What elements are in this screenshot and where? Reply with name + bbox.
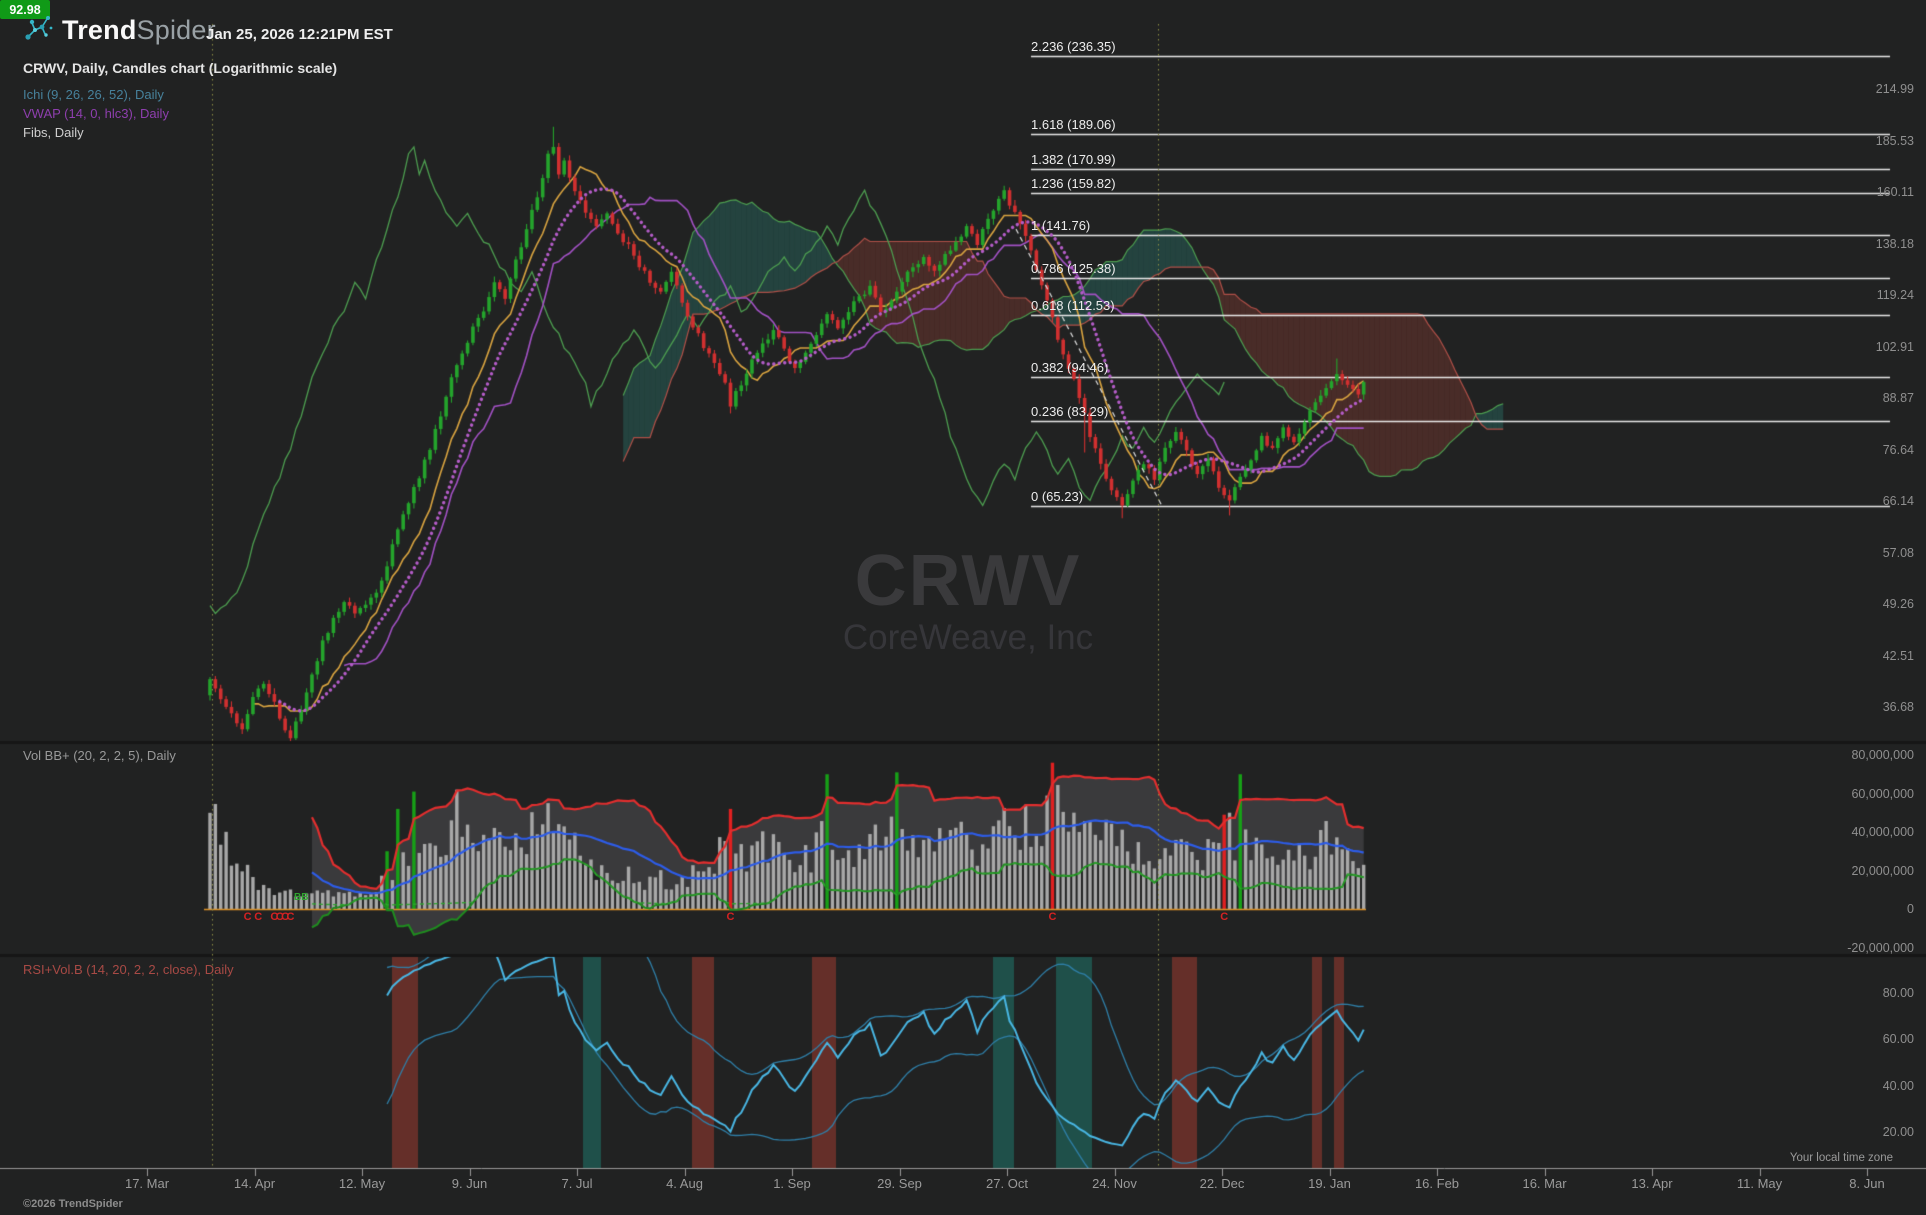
price-axis-label: 42.51 [1882, 648, 1914, 663]
time-axis-label: 16. Mar [1522, 1176, 1567, 1191]
time-axis-label: 19. Jan [1308, 1176, 1351, 1191]
bollinger-breakout-marker: BB [293, 892, 309, 903]
fib-level-label: 0.786 (125.38) [1031, 260, 1116, 276]
indicator-label-fibs[interactable]: Fibs, Daily [23, 125, 84, 140]
price-axis-label: 36.68 [1882, 700, 1914, 715]
price-axis-label: 119.24 [1876, 288, 1914, 303]
time-axis-label: 17. Mar [124, 1176, 170, 1191]
candle-pattern-marker: C [1048, 911, 1057, 923]
fib-level-label: 1 (141.76) [1031, 217, 1091, 233]
time-axis-label: 9. Jun [451, 1176, 488, 1191]
price-axis-label: 138.18 [1875, 236, 1914, 251]
candle-pattern-marker: C [270, 911, 279, 923]
copyright-text: ©2026 TrendSpider [23, 1198, 123, 1210]
fib-level-label: 0.236 (83.29) [1031, 403, 1109, 419]
trendspider-logo[interactable]: TrendSpider [24, 14, 216, 46]
fib-level-label: 1.618 (189.06) [1031, 116, 1116, 132]
candle-pattern-marker: C [243, 911, 252, 923]
candle-pattern-marker: C [281, 911, 290, 923]
volume-axis-label: 60,000,000 [1851, 786, 1914, 801]
price-axis-label: 185.53 [1875, 133, 1914, 148]
logo-trend-text: Trend [62, 14, 137, 45]
indicator-label-vwap[interactable]: VWAP (14, 0, hlc3), Daily [23, 106, 169, 121]
logo-spider-text: Spider [136, 14, 216, 45]
time-axis-label: 4. Aug [666, 1176, 703, 1191]
candle-pattern-marker: C [254, 911, 263, 923]
time-axis-label: 22. Dec [1199, 1176, 1245, 1191]
fib-level-label: 1.236 (159.82) [1031, 175, 1116, 191]
price-axis-label: 102.91 [1875, 339, 1914, 354]
rsi-axis-label: 40.00 [1882, 1078, 1914, 1093]
time-axis-label: 13. Apr [1631, 1176, 1673, 1191]
time-axis-label: 24. Nov [1092, 1176, 1137, 1191]
time-axis-label: 12. May [338, 1176, 386, 1191]
time-axis-label: 29. Sep [877, 1176, 922, 1191]
volume-axis-label: 0 [1907, 902, 1914, 916]
time-axis-label: 27. Oct [986, 1176, 1028, 1191]
candle-pattern-marker: C [726, 911, 735, 923]
price-axis-label: 49.26 [1882, 597, 1914, 612]
volume-axis-label: 40,000,000 [1851, 825, 1914, 839]
indicator-label-ichimoku[interactable]: Ichi (9, 26, 26, 52), Daily [23, 87, 164, 102]
fib-level-label: 0.382 (94.46) [1031, 359, 1109, 375]
time-axis-label: 14. Apr [233, 1176, 276, 1191]
time-axis-label: 11. May [1736, 1176, 1783, 1191]
chart-title: CRWV, Daily, Candles chart (Logarithmic … [23, 60, 338, 76]
volume-axis-label: 80,000,000 [1851, 748, 1914, 762]
price-axis-label: 88.87 [1882, 390, 1914, 405]
fib-level-label: 0.618 (112.53) [1031, 298, 1115, 314]
price-axis-label: 66.14 [1882, 494, 1914, 509]
rsi-axis-label: 80.00 [1882, 985, 1914, 1000]
rsi-axis-label: 20.00 [1882, 1125, 1914, 1139]
price-axis-label: 76.64 [1882, 442, 1914, 457]
timezone-note[interactable]: Your local time zone [1789, 1152, 1893, 1164]
trendspider-logo-text: TrendSpider [62, 15, 216, 46]
volume-axis-label: 20,000,000 [1851, 863, 1914, 878]
price-axis-label: 160.11 [1876, 185, 1914, 200]
candle-pattern-marker: C [1220, 911, 1229, 923]
volume-axis-label: -20,000,000 [1847, 940, 1914, 955]
time-axis-label: 8. Jun [1849, 1176, 1885, 1191]
trendspider-logo-icon [24, 14, 54, 46]
time-axis-label: 7. Jul [561, 1176, 593, 1191]
volume-panel-label[interactable]: Vol BB+ (20, 2, 2, 5), Daily [23, 748, 176, 763]
rsi-axis-label: 60.00 [1882, 1032, 1914, 1046]
chart-datetime: Jan 25, 2026 12:21PM EST [206, 26, 393, 43]
price-axis-label: 214.99 [1875, 82, 1914, 97]
time-axis-label: 16. Feb [1414, 1176, 1460, 1191]
price-axis-label: 57.08 [1882, 545, 1914, 560]
candle-pattern-marker: C [275, 911, 284, 923]
candle-pattern-marker: C [286, 911, 295, 923]
fib-level-label: 0 (65.23) [1031, 488, 1084, 504]
time-axis-label: 1. Sep [773, 1176, 811, 1191]
fib-level-label: 1.382 (170.99) [1031, 152, 1116, 168]
fib-level-label: 2.236 (236.35) [1031, 38, 1116, 54]
rsi-panel-label[interactable]: RSI+Vol.B (14, 20, 2, 2, close), Daily [23, 962, 234, 977]
